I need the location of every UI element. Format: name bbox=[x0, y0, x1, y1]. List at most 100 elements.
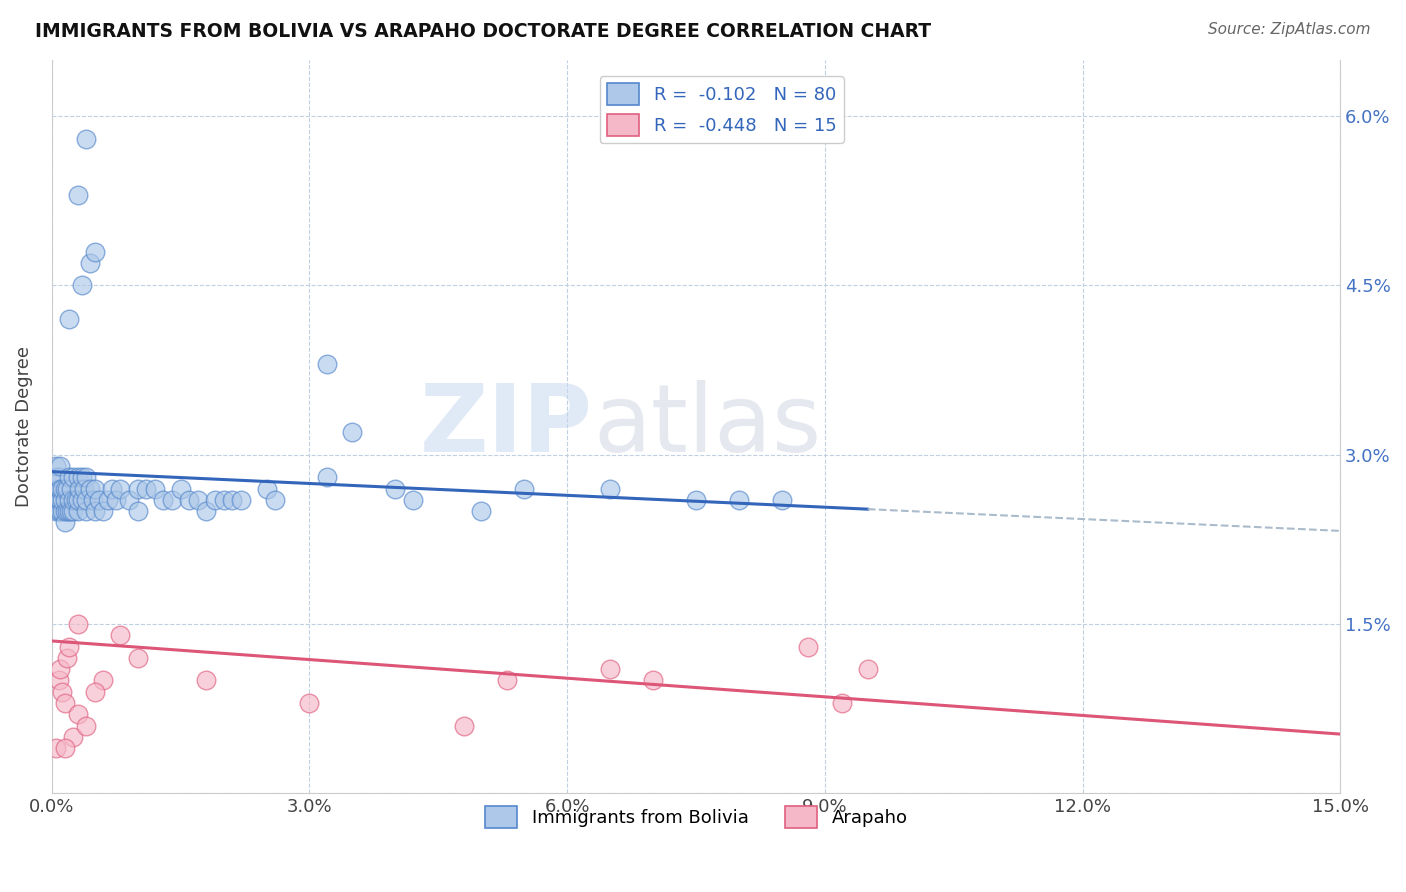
Point bbox=[67, 482, 90, 496]
Text: Source: ZipAtlas.com: Source: ZipAtlas.com bbox=[1208, 22, 1371, 37]
Point bbox=[728, 492, 751, 507]
Point bbox=[298, 696, 321, 710]
Point bbox=[79, 482, 101, 496]
Point bbox=[53, 504, 76, 518]
Legend: Immigrants from Bolivia, Arapaho: Immigrants from Bolivia, Arapaho bbox=[478, 799, 915, 836]
Point bbox=[75, 492, 97, 507]
Point bbox=[51, 482, 73, 496]
Point bbox=[62, 504, 84, 518]
Point bbox=[56, 504, 79, 518]
Point bbox=[513, 482, 536, 496]
Point bbox=[118, 492, 141, 507]
Point bbox=[496, 673, 519, 688]
Point bbox=[56, 651, 79, 665]
Point bbox=[66, 707, 89, 722]
Point bbox=[62, 492, 84, 507]
Point bbox=[160, 492, 183, 507]
Point bbox=[58, 312, 80, 326]
Point bbox=[51, 685, 73, 699]
Point bbox=[401, 492, 423, 507]
Point bbox=[91, 504, 114, 518]
Point bbox=[49, 482, 72, 496]
Point bbox=[796, 640, 818, 654]
Point bbox=[204, 492, 226, 507]
Point bbox=[62, 470, 84, 484]
Point bbox=[599, 662, 621, 676]
Point bbox=[856, 662, 879, 676]
Point bbox=[66, 492, 89, 507]
Point bbox=[48, 492, 70, 507]
Point bbox=[53, 696, 76, 710]
Point bbox=[143, 482, 166, 496]
Point bbox=[127, 482, 149, 496]
Point bbox=[83, 482, 105, 496]
Point bbox=[66, 504, 89, 518]
Point bbox=[110, 628, 132, 642]
Point bbox=[453, 718, 475, 732]
Y-axis label: Doctorate Degree: Doctorate Degree bbox=[15, 346, 32, 507]
Point bbox=[87, 492, 110, 507]
Point bbox=[75, 131, 97, 145]
Point bbox=[599, 482, 621, 496]
Point bbox=[45, 504, 67, 518]
Point bbox=[62, 730, 84, 744]
Text: atlas: atlas bbox=[593, 381, 821, 473]
Point bbox=[105, 492, 128, 507]
Point bbox=[49, 504, 72, 518]
Point bbox=[48, 673, 70, 688]
Point bbox=[70, 492, 93, 507]
Point bbox=[70, 470, 93, 484]
Point bbox=[169, 482, 191, 496]
Point bbox=[97, 492, 120, 507]
Point bbox=[45, 741, 67, 756]
Point bbox=[48, 470, 70, 484]
Point bbox=[58, 492, 80, 507]
Point bbox=[53, 516, 76, 530]
Point bbox=[58, 504, 80, 518]
Point bbox=[135, 482, 157, 496]
Point bbox=[152, 492, 174, 507]
Point bbox=[110, 482, 132, 496]
Point bbox=[641, 673, 664, 688]
Point bbox=[45, 458, 67, 473]
Point bbox=[75, 504, 97, 518]
Point bbox=[179, 492, 201, 507]
Point bbox=[45, 470, 67, 484]
Text: ZIP: ZIP bbox=[420, 381, 593, 473]
Point bbox=[59, 504, 82, 518]
Point bbox=[53, 482, 76, 496]
Point bbox=[66, 188, 89, 202]
Point bbox=[770, 492, 793, 507]
Point bbox=[56, 482, 79, 496]
Point bbox=[256, 482, 278, 496]
Point bbox=[83, 244, 105, 259]
Point bbox=[342, 425, 364, 439]
Point bbox=[195, 673, 218, 688]
Point bbox=[66, 617, 89, 632]
Point bbox=[49, 492, 72, 507]
Point bbox=[75, 470, 97, 484]
Point bbox=[229, 492, 252, 507]
Point bbox=[221, 492, 243, 507]
Point bbox=[45, 492, 67, 507]
Point bbox=[264, 492, 287, 507]
Point bbox=[384, 482, 406, 496]
Point bbox=[49, 662, 72, 676]
Point bbox=[83, 504, 105, 518]
Point bbox=[70, 278, 93, 293]
Point bbox=[212, 492, 235, 507]
Point bbox=[45, 482, 67, 496]
Point bbox=[79, 256, 101, 270]
Point bbox=[48, 504, 70, 518]
Point bbox=[58, 640, 80, 654]
Point bbox=[315, 358, 337, 372]
Point bbox=[127, 651, 149, 665]
Point bbox=[83, 685, 105, 699]
Point bbox=[51, 504, 73, 518]
Point bbox=[831, 696, 853, 710]
Point bbox=[49, 458, 72, 473]
Point bbox=[53, 492, 76, 507]
Point bbox=[127, 504, 149, 518]
Point bbox=[66, 470, 89, 484]
Point bbox=[59, 482, 82, 496]
